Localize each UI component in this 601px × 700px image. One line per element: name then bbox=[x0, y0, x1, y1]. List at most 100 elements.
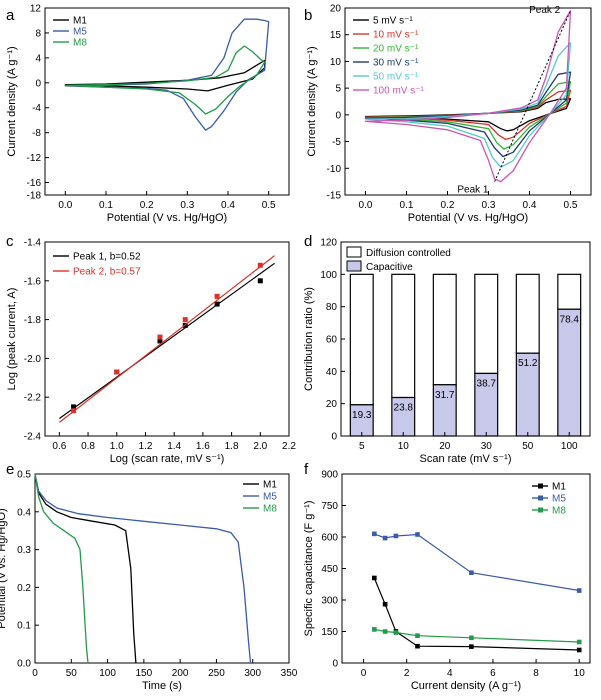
y-axis-label: Specific capacitance (F g⁻¹) bbox=[303, 500, 315, 636]
y-tick-label: 450 bbox=[321, 564, 338, 575]
y-tick-label: 20 bbox=[326, 399, 338, 410]
panel-label: c bbox=[6, 233, 14, 250]
x-tick-label: 2.2 bbox=[282, 441, 296, 452]
fit-line-0 bbox=[59, 262, 275, 419]
bar-data-label: 23.8 bbox=[394, 403, 414, 414]
y-tick-label: 120 bbox=[320, 238, 337, 249]
x-tick-label: 50 bbox=[522, 441, 534, 452]
y-tick-label: -16 bbox=[27, 178, 42, 189]
series-line-2 bbox=[374, 628, 580, 643]
x-tick-label: 0.5 bbox=[262, 200, 276, 211]
y-tick-label: 0.4 bbox=[17, 507, 31, 518]
x-tick-label: 8 bbox=[533, 668, 539, 679]
plot-frame bbox=[44, 241, 290, 437]
data-point bbox=[415, 532, 420, 537]
legend-marker bbox=[538, 483, 543, 489]
x-axis-label: Log (scan rate, mV s⁻¹) bbox=[110, 453, 225, 465]
legend-label: M5 bbox=[552, 494, 566, 505]
data-point bbox=[415, 633, 420, 638]
bar-diffusion-controlled bbox=[474, 273, 499, 375]
legend-label: M1 bbox=[552, 482, 566, 493]
data-point bbox=[114, 369, 120, 375]
x-axis-label: Potential (V vs. Hg/HgO) bbox=[408, 212, 528, 224]
series-line-5 bbox=[364, 10, 572, 183]
x-tick-label: 1.8 bbox=[225, 441, 239, 452]
y-tick-label: 60 bbox=[326, 335, 338, 346]
annotation-0: Peak 2 bbox=[529, 5, 561, 16]
annotation-1: Peak 1 bbox=[457, 185, 489, 196]
y-tick-label: -1.8 bbox=[24, 315, 42, 326]
data-point bbox=[157, 334, 163, 340]
y-tick-label: 100 bbox=[320, 270, 337, 281]
legend-label: M8 bbox=[552, 506, 566, 517]
legend-label: 100 mV s⁻¹ bbox=[373, 86, 425, 97]
y-tick-label: -8 bbox=[32, 128, 41, 139]
y-tick-label: 0 bbox=[331, 432, 337, 443]
bar-diffusion-controlled bbox=[557, 273, 582, 310]
y-tick-label: 900 bbox=[321, 470, 338, 481]
x-axis-label: Potential (V vs. Hg/HgO) bbox=[107, 212, 227, 224]
data-point bbox=[157, 338, 163, 344]
x-tick-label: 350 bbox=[281, 668, 298, 679]
y-tick-label: 0.1 bbox=[17, 621, 31, 632]
y-tick-label: 0.3 bbox=[17, 545, 31, 556]
x-tick-label: 1.2 bbox=[139, 441, 153, 452]
x-tick-label: 1.6 bbox=[196, 441, 210, 452]
legend-label: 10 mV s⁻¹ bbox=[373, 30, 419, 41]
data-point bbox=[372, 575, 377, 581]
x-tick-label: 30 bbox=[481, 441, 493, 452]
peak-guide-line bbox=[494, 10, 571, 182]
panel-label: d bbox=[304, 233, 312, 250]
y-axis-label: Current density (A g⁻¹) bbox=[6, 46, 18, 156]
x-tick-label: 50 bbox=[66, 668, 78, 679]
y-tick-label: -2.2 bbox=[24, 393, 42, 404]
x-tick-label: 250 bbox=[208, 668, 225, 679]
series-line-2 bbox=[34, 473, 89, 664]
series-line-1 bbox=[64, 18, 270, 131]
legend-label: M5 bbox=[73, 27, 87, 38]
y-tick-label: 0 bbox=[35, 78, 41, 89]
bar-diffusion-controlled bbox=[432, 273, 457, 386]
x-tick-label: 200 bbox=[172, 668, 189, 679]
x-tick-label: 0.0 bbox=[58, 200, 72, 211]
data-point bbox=[576, 639, 582, 645]
panel-label: f bbox=[304, 461, 309, 478]
x-tick-label: 0.2 bbox=[441, 200, 455, 211]
data-point bbox=[257, 262, 263, 268]
bar-data-label: 78.4 bbox=[560, 314, 580, 325]
x-tick-label: 2 bbox=[404, 668, 410, 679]
y-tick-label: 80 bbox=[326, 302, 338, 313]
panel-label: a bbox=[6, 7, 15, 24]
y-tick-label: -10 bbox=[327, 164, 342, 175]
data-point bbox=[372, 627, 377, 632]
data-point bbox=[372, 531, 377, 537]
y-tick-label: 600 bbox=[321, 533, 338, 544]
y-tick-label: -4 bbox=[32, 103, 41, 114]
y-tick-label: -1.4 bbox=[24, 238, 42, 249]
legend-label: Peak 1, b=0.52 bbox=[73, 252, 141, 263]
panel-label: b bbox=[304, 7, 312, 24]
data-point bbox=[469, 570, 474, 575]
y-tick-label: 0 bbox=[332, 659, 338, 670]
y-axis-label: Potential (V vs. Hg/HgO) bbox=[0, 508, 8, 628]
y-tick-label: -5 bbox=[332, 137, 341, 148]
data-point bbox=[71, 408, 77, 414]
legend-label: Capacitive bbox=[366, 262, 413, 273]
series-line-2 bbox=[64, 45, 266, 115]
panel-label: e bbox=[6, 461, 14, 478]
x-tick-label: 0.6 bbox=[52, 441, 66, 452]
x-tick-label: 0.1 bbox=[99, 200, 113, 211]
bar-diffusion-controlled bbox=[349, 273, 374, 406]
bar-capacitive bbox=[557, 308, 582, 437]
y-tick-label: 4 bbox=[35, 53, 41, 64]
legend-label: M5 bbox=[263, 492, 277, 503]
panel-b: b -15 -10 -5 0 5 10 15 20 0.0 0.1 0.2 0.3 0.4 0.5 Poten… bbox=[304, 4, 592, 224]
bar-diffusion-controlled bbox=[515, 273, 540, 354]
y-tick-label: -2.4 bbox=[24, 432, 42, 443]
panel-e: e 0.0 0.1 0.2 0.3 0.4 0.5 0 50 100 150 200 250 300 350… bbox=[0, 461, 298, 692]
x-tick-label: 10 bbox=[574, 668, 586, 679]
series-line-1 bbox=[374, 533, 580, 592]
x-axis-label: Scan rate (mV s⁻¹) bbox=[420, 453, 512, 465]
y-tick-label: 10 bbox=[330, 57, 342, 68]
legend-swatch bbox=[346, 246, 362, 258]
